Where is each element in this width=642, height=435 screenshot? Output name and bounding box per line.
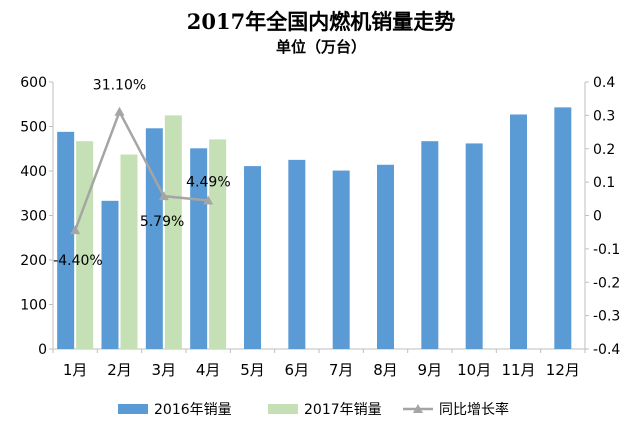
growth-rate-data-label: -4.40% xyxy=(53,253,103,269)
bar-2017 xyxy=(76,141,94,349)
x-tick-label: 11月 xyxy=(501,361,535,379)
growth-rate-point xyxy=(158,191,169,201)
growth-rate-line xyxy=(73,108,209,231)
x-tick-label: 7月 xyxy=(329,361,354,379)
bar-2016 xyxy=(554,107,572,350)
right-tick-label: -0.1 xyxy=(593,242,620,258)
left-tick-label: 100 xyxy=(20,298,47,314)
bar-2017 xyxy=(209,139,227,349)
growth-rate-point xyxy=(70,225,81,235)
chart-title: 2017年全国内燃机销量走势 xyxy=(186,9,456,34)
legend-label: 同比增长率 xyxy=(439,401,509,418)
bar-2016 xyxy=(332,170,350,349)
x-tick-label: 8月 xyxy=(373,361,398,379)
bar-2016 xyxy=(244,166,261,349)
left-tick-label: 0 xyxy=(38,342,47,358)
bar-2017 xyxy=(164,115,182,349)
growth-rate-point xyxy=(114,106,125,116)
x-tick-label: 6月 xyxy=(285,361,310,379)
growth-rate-data-label: 31.10% xyxy=(93,78,146,94)
x-tick-label: 1月 xyxy=(63,361,88,379)
right-tick-label: -0.2 xyxy=(593,275,620,291)
legend-label: 2016年销量 xyxy=(154,402,232,418)
bar-2016 xyxy=(465,143,483,349)
right-tick-label: 0.2 xyxy=(593,142,615,158)
x-tick-label: 2月 xyxy=(107,361,132,379)
bar-2016 xyxy=(145,128,163,349)
legend-marker xyxy=(413,404,423,413)
x-tick-label: 4月 xyxy=(196,361,221,379)
left-tick-label: 200 xyxy=(20,253,47,269)
left-tick-label: 600 xyxy=(20,75,47,91)
bar-2016 xyxy=(288,159,306,349)
bar-2016 xyxy=(101,200,119,349)
legend-swatch xyxy=(268,404,298,414)
right-tick-label: 0.4 xyxy=(593,75,615,91)
bar-2016 xyxy=(510,114,527,349)
growth-rate-point xyxy=(203,195,214,205)
right-tick-label: 0.3 xyxy=(593,108,615,124)
bar-2016 xyxy=(57,131,75,349)
x-tick-label: 12月 xyxy=(546,361,580,379)
x-tick-label: 5月 xyxy=(240,361,265,379)
left-tick-label: 400 xyxy=(20,164,47,180)
x-tick-label: 10月 xyxy=(457,361,491,379)
legend-swatch xyxy=(118,404,148,414)
bar-2017 xyxy=(120,154,138,349)
bar-2016 xyxy=(421,141,439,349)
right-tick-label: -0.4 xyxy=(593,342,620,358)
left-tick-label: 500 xyxy=(20,120,47,136)
right-tick-label: 0 xyxy=(593,209,602,225)
right-tick-label: 0.1 xyxy=(593,175,615,191)
growth-rate-data-label: 5.79% xyxy=(140,214,184,230)
left-tick-label: 300 xyxy=(20,209,47,225)
x-tick-label: 3月 xyxy=(152,361,177,379)
growth-rate-data-label: 4.49% xyxy=(186,175,230,191)
x-tick-label: 9月 xyxy=(418,361,443,379)
chart-subtitle: 单位（万台） xyxy=(275,38,366,56)
legend-label: 2017年销量 xyxy=(304,402,382,418)
bar-2016 xyxy=(377,164,394,349)
right-tick-label: -0.3 xyxy=(593,309,620,325)
